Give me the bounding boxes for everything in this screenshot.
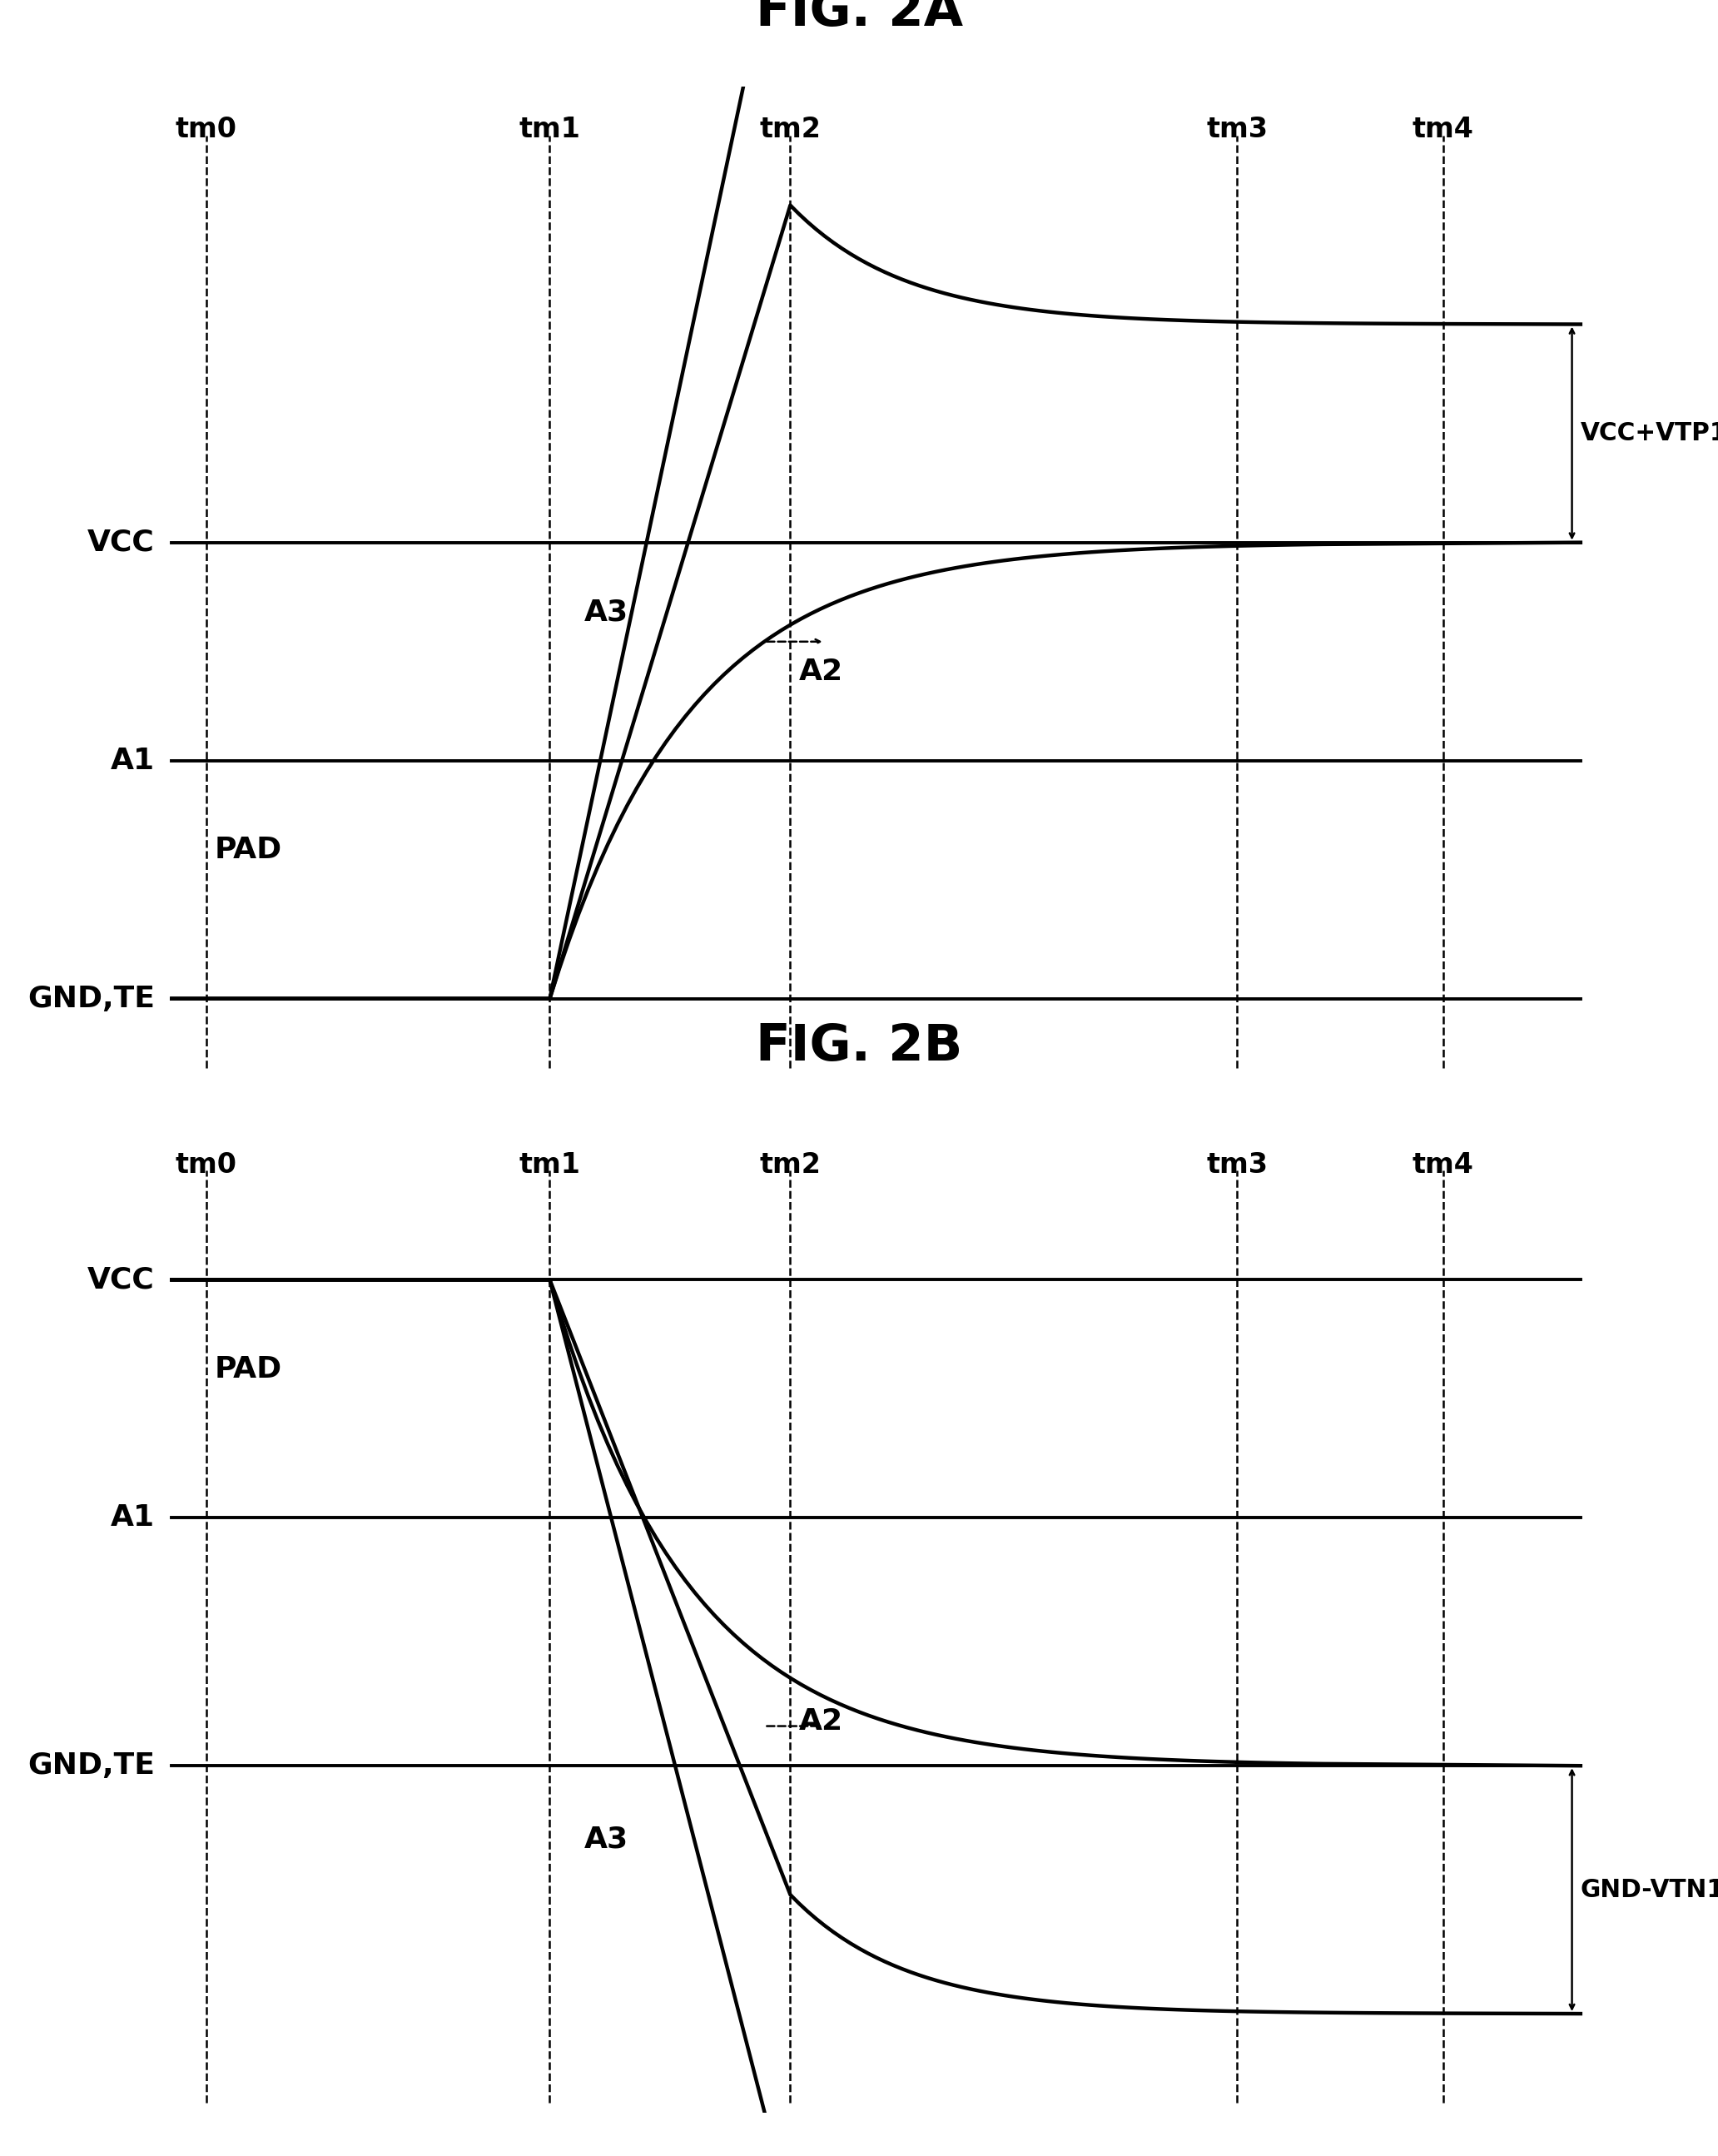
Text: VCC: VCC [88,528,155,556]
Text: FIG. 2B: FIG. 2B [756,1022,962,1072]
Text: A2: A2 [799,658,844,686]
Text: FIG. 2A: FIG. 2A [756,0,962,37]
Text: A3: A3 [584,1826,629,1854]
Text: tm1: tm1 [519,116,581,144]
Text: tm4: tm4 [1412,1151,1474,1179]
Text: tm0: tm0 [175,116,237,144]
Text: tm4: tm4 [1412,116,1474,144]
Text: A2: A2 [799,1708,844,1736]
Text: tm2: tm2 [759,1151,821,1179]
Text: tm2: tm2 [759,116,821,144]
Text: VCC+VTP1: VCC+VTP1 [1581,420,1718,446]
Text: A1: A1 [110,1503,155,1533]
Text: GND,TE: GND,TE [27,985,155,1013]
Text: tm3: tm3 [1206,1151,1268,1179]
Text: GND,TE: GND,TE [27,1751,155,1781]
Text: tm3: tm3 [1206,116,1268,144]
Text: A3: A3 [584,597,629,625]
Text: PAD: PAD [215,837,282,865]
Text: GND-VTN1: GND-VTN1 [1581,1878,1718,1902]
Text: tm0: tm0 [175,1151,237,1179]
Text: PAD: PAD [215,1354,282,1384]
Text: VCC: VCC [88,1266,155,1294]
Text: tm1: tm1 [519,1151,581,1179]
Text: A1: A1 [110,746,155,774]
